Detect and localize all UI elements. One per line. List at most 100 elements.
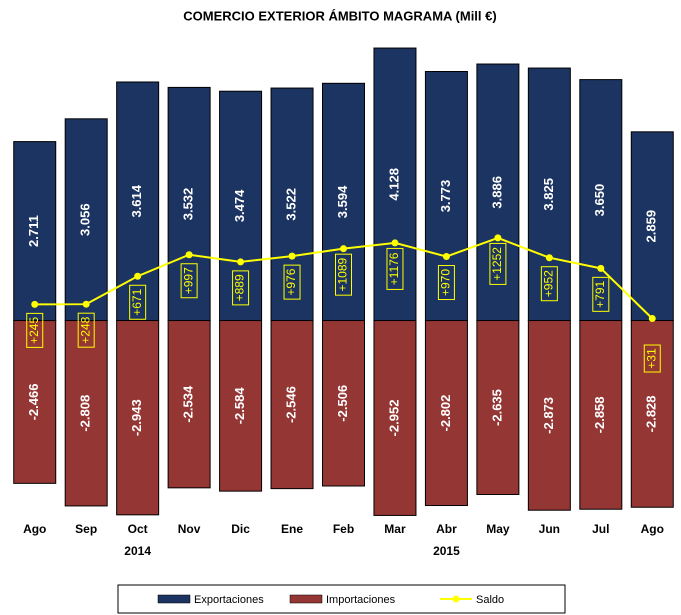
value-label: 3.532 <box>181 188 196 221</box>
x-tick-label: Ago <box>23 522 46 536</box>
value-label: -2.828 <box>644 395 659 432</box>
value-label: 3.594 <box>335 185 350 218</box>
value-label: -2.873 <box>541 397 556 434</box>
value-label-box <box>540 266 558 302</box>
bar <box>630 131 674 322</box>
value-label: -2.466 <box>26 384 41 421</box>
value-label: -2.546 <box>283 386 298 423</box>
x-tick-label: Oct <box>128 522 148 536</box>
saldo-point <box>185 251 193 259</box>
value-label-box <box>232 270 250 306</box>
x-tick-label: Ago <box>641 522 664 536</box>
value-label: +671 <box>130 288 144 315</box>
bar <box>476 320 520 496</box>
value-label: +970 <box>439 269 453 296</box>
value-label: +791 <box>593 281 607 308</box>
value-label: 3.614 <box>129 184 144 217</box>
legend-label: Importaciones <box>326 594 396 606</box>
saldo-point <box>31 300 39 308</box>
value-label: +1176 <box>387 252 401 285</box>
value-label: -2.952 <box>386 400 401 437</box>
bar <box>373 320 417 516</box>
value-label-box <box>129 284 147 320</box>
x-tick-label: Abr <box>436 522 457 536</box>
saldo-point <box>134 272 142 280</box>
saldo-point <box>545 254 553 262</box>
value-label: 4.128 <box>386 168 401 201</box>
bar <box>219 320 263 492</box>
bar <box>579 320 623 510</box>
legend-swatch <box>452 595 460 603</box>
value-label: -2.506 <box>335 385 350 422</box>
value-label: +889 <box>233 274 247 301</box>
bar <box>322 320 365 487</box>
bar <box>13 141 57 322</box>
x-tick-label: Ene <box>281 522 303 536</box>
x-tick-label: May <box>486 522 510 536</box>
value-label: 3.474 <box>232 189 247 222</box>
value-label: -2.943 <box>129 399 144 436</box>
chart-title: COMERCIO EXTERIOR ÁMBITO MAGRAMA (Mill €… <box>183 8 496 23</box>
x-tick-label: Jun <box>539 522 560 536</box>
value-label: -2.858 <box>592 396 607 433</box>
value-label: 3.522 <box>283 188 298 221</box>
legend-swatch <box>157 594 191 604</box>
value-label: -2.635 <box>489 389 504 426</box>
value-label: +952 <box>542 270 556 297</box>
saldo-point <box>648 315 656 323</box>
year-label: 2015 <box>433 544 460 558</box>
value-label: -2.584 <box>232 387 247 425</box>
bar <box>116 81 160 322</box>
x-tick-label: Nov <box>178 522 201 536</box>
bar <box>116 320 160 516</box>
value-label-box <box>386 247 404 290</box>
saldo-point <box>82 300 90 308</box>
value-label: 3.773 <box>438 180 453 213</box>
value-label: -2.802 <box>438 395 453 432</box>
bar <box>630 320 674 508</box>
saldo-point <box>442 253 450 261</box>
legend-box <box>117 584 566 614</box>
bar <box>270 320 314 490</box>
value-label-box <box>77 312 95 348</box>
saldo-point <box>340 245 347 253</box>
value-label-box <box>26 312 44 348</box>
value-label: +31 <box>644 348 658 369</box>
saldo-point <box>494 234 502 242</box>
value-label-box <box>437 265 455 301</box>
x-tick-label: Dic <box>231 522 250 536</box>
legend-label: Exportaciones <box>194 594 264 606</box>
saldo-point <box>391 239 399 247</box>
value-label: +1089 <box>336 257 350 291</box>
bar <box>167 320 211 489</box>
value-label-box <box>283 264 301 300</box>
value-label: +1252 <box>490 247 504 281</box>
x-tick-label: Feb <box>333 522 354 536</box>
value-label: 2.711 <box>26 215 41 247</box>
value-label-box <box>592 276 610 312</box>
value-label: 2.859 <box>644 210 659 243</box>
saldo-point <box>597 264 605 272</box>
x-tick-label: Jul <box>592 522 609 536</box>
value-label: 3.056 <box>78 203 93 236</box>
bar <box>322 82 365 322</box>
legend-label: Saldo <box>476 594 504 606</box>
bar <box>64 320 108 507</box>
bar <box>424 320 468 507</box>
value-label: 3.650 <box>592 184 607 217</box>
value-label: +245 <box>27 317 41 344</box>
saldo-point <box>237 258 245 266</box>
x-tick-label: Mar <box>384 522 406 536</box>
bar <box>527 67 571 322</box>
saldo-point <box>288 252 296 260</box>
value-label-box <box>643 344 661 373</box>
value-label-box <box>335 253 352 296</box>
x-tick-label: Sep <box>75 522 97 536</box>
value-label: 3.886 <box>489 176 504 209</box>
value-label: 3.825 <box>541 178 556 211</box>
bar <box>219 90 263 322</box>
year-label: 2014 <box>124 544 151 558</box>
value-label: -2.808 <box>78 395 93 432</box>
bar <box>424 70 468 322</box>
